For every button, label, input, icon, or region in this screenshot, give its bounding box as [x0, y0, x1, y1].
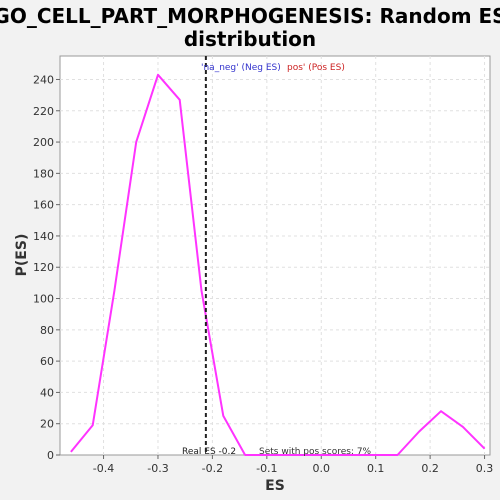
annotation-pos-es: pos' (Pos ES) [287, 63, 345, 73]
y-tick-label: 20 [40, 418, 54, 431]
x-tick-label: 0.2 [421, 462, 439, 475]
x-tick-label: -0.1 [256, 462, 277, 475]
chart-title-line-1: GO_CELL_PART_MORPHOGENESIS: Random ES [0, 4, 500, 28]
y-tick-label: 60 [40, 355, 54, 368]
y-tick-label: 120 [33, 261, 54, 274]
chart-title-line-2: distribution [184, 27, 316, 51]
annotation-real-es: Real ES -0.2 [182, 447, 236, 457]
y-tick-label: 0 [47, 449, 54, 462]
y-tick-label: 220 [33, 105, 54, 118]
y-tick-label: 240 [33, 73, 54, 86]
y-tick-label: 180 [33, 167, 54, 180]
annotation-sets-pos: Sets with pos scores: 7% [259, 447, 372, 457]
x-axis-label: ES [265, 478, 285, 494]
x-tick-label: -0.3 [147, 462, 168, 475]
y-tick-label: 160 [33, 199, 54, 212]
y-axis-ticks: 0 20 40 60 80 100 120 140 160 180 200 220 240 [33, 73, 60, 462]
y-axis-label: P(ES) [14, 234, 30, 277]
x-tick-label: -0.2 [202, 462, 223, 475]
y-tick-label: 100 [33, 293, 54, 306]
x-tick-label: 0.0 [313, 462, 331, 475]
x-tick-label: -0.4 [93, 462, 114, 475]
x-tick-label: 0.3 [476, 462, 494, 475]
plot-area [60, 56, 490, 455]
y-tick-label: 200 [33, 136, 54, 149]
y-tick-label: 80 [40, 324, 54, 337]
x-tick-label: 0.1 [367, 462, 385, 475]
annotation-neg-es: 'na_neg' (Neg ES) [201, 63, 281, 73]
y-tick-label: 40 [40, 386, 54, 399]
x-axis-ticks: -0.4 -0.3 -0.2 -0.1 0.0 0.1 0.2 0.3 [93, 455, 493, 475]
y-tick-label: 140 [33, 230, 54, 243]
